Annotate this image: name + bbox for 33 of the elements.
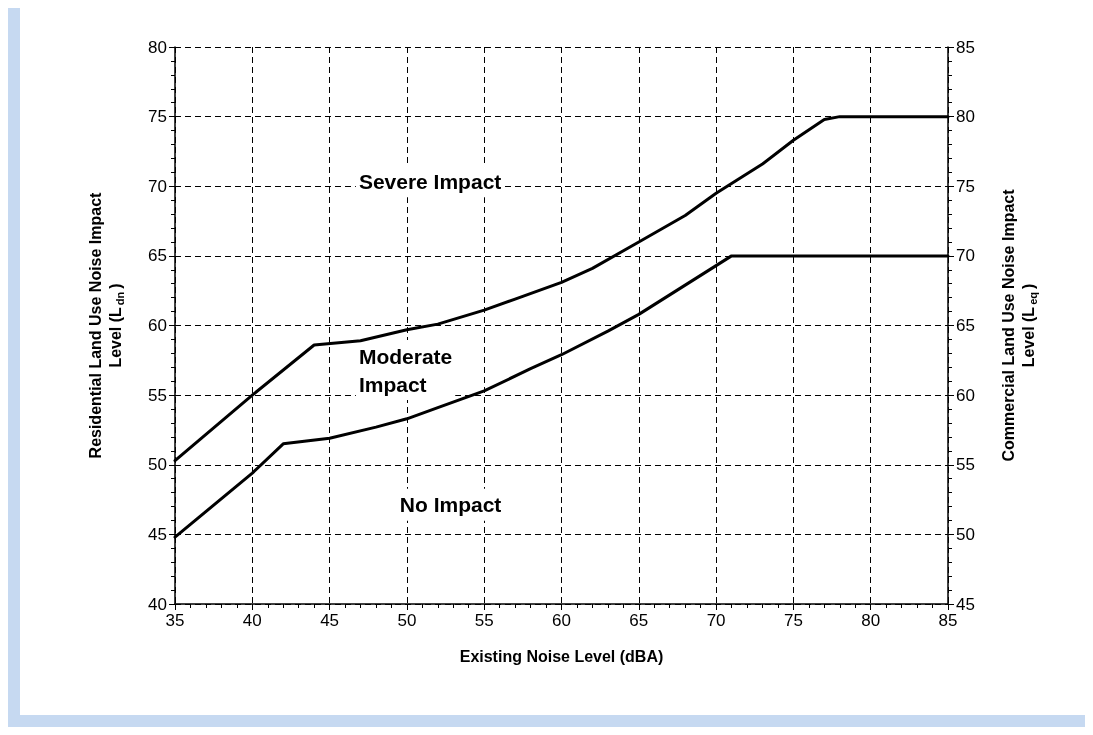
x-tick-label: 40 xyxy=(242,611,262,630)
y2-tick-label: 85 xyxy=(956,37,975,57)
y2-tick-label: 65 xyxy=(956,316,975,335)
y-tick-label: 65 xyxy=(148,246,167,266)
x-tick-label: 45 xyxy=(320,611,340,630)
x-tick-label: 75 xyxy=(783,611,803,630)
y2-tick-label: 55 xyxy=(956,455,975,475)
x-axis-title: Existing Noise Level (dBA) xyxy=(459,647,664,665)
x-tick-label: 50 xyxy=(397,611,417,630)
annotation: Moderate Impact xyxy=(358,344,453,396)
y2-tick-label: 60 xyxy=(956,385,975,405)
x-tick-label: 35 xyxy=(165,611,185,630)
annotation: Severe Impact xyxy=(358,169,502,193)
x-tick-label: 60 xyxy=(552,611,571,630)
x-tick-label: 55 xyxy=(474,611,494,630)
y-tick-label: 50 xyxy=(148,455,167,475)
x-tick-label: 70 xyxy=(706,611,726,630)
x-tick-label: 65 xyxy=(629,611,649,630)
y-tick-label: 55 xyxy=(148,385,167,405)
x-tick-label: 85 xyxy=(938,611,958,630)
y-tick-label: 70 xyxy=(148,176,167,196)
y-tick-label: 60 xyxy=(148,316,167,335)
y2-tick-label: 45 xyxy=(956,594,975,614)
y-tick-label: 80 xyxy=(148,37,167,57)
y2-tick-label: 70 xyxy=(956,246,975,266)
x-tick-label: 80 xyxy=(861,611,881,630)
y2-tick-label: 50 xyxy=(956,524,975,544)
y-tick-label: 75 xyxy=(148,107,167,127)
y2-tick-label: 80 xyxy=(956,107,975,127)
y2-tick-label: 75 xyxy=(956,176,975,196)
y-tick-label: 40 xyxy=(148,594,167,614)
y-tick-label: 45 xyxy=(148,524,167,544)
annotation: No Impact xyxy=(399,493,502,517)
